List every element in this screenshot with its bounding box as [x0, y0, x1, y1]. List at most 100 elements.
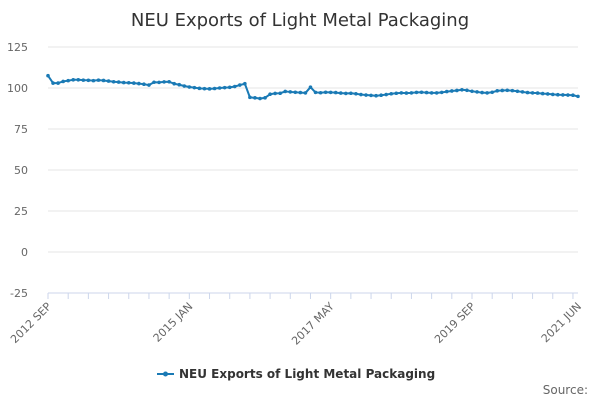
data-point[interactable] — [238, 83, 242, 87]
data-point[interactable] — [525, 90, 530, 95]
data-point[interactable] — [293, 90, 298, 95]
data-point[interactable] — [172, 81, 176, 86]
data-point[interactable] — [167, 79, 171, 84]
data-point[interactable] — [46, 73, 50, 78]
data-point[interactable] — [253, 96, 257, 100]
data-point[interactable] — [222, 85, 227, 90]
data-point[interactable] — [384, 92, 388, 97]
data-point[interactable] — [157, 80, 161, 85]
data-point[interactable] — [419, 90, 424, 95]
data-point[interactable] — [197, 86, 202, 91]
data-point[interactable] — [162, 80, 166, 84]
data-point[interactable] — [369, 93, 373, 98]
data-point[interactable] — [545, 92, 550, 96]
data-point[interactable] — [283, 89, 288, 94]
data-point[interactable] — [344, 91, 348, 96]
data-point[interactable] — [86, 78, 91, 83]
data-point[interactable] — [490, 90, 494, 95]
data-point[interactable] — [192, 85, 197, 90]
data-point[interactable] — [66, 78, 70, 83]
data-point[interactable] — [273, 91, 277, 96]
data-point[interactable] — [475, 90, 479, 94]
data-point[interactable] — [389, 91, 394, 96]
legend[interactable]: NEU Exports of Light Metal Packaging — [157, 367, 435, 381]
data-point[interactable] — [460, 88, 464, 92]
data-point[interactable] — [374, 93, 378, 98]
data-point[interactable] — [338, 91, 343, 95]
data-point[interactable] — [364, 93, 368, 97]
data-point[interactable] — [61, 79, 65, 84]
data-point[interactable] — [51, 81, 55, 85]
data-point[interactable] — [248, 95, 252, 100]
data-point[interactable] — [76, 78, 81, 82]
data-point[interactable] — [308, 85, 313, 89]
data-point[interactable] — [91, 78, 96, 83]
data-point[interactable] — [535, 91, 540, 95]
data-point[interactable] — [550, 92, 555, 97]
data-point[interactable] — [263, 96, 267, 100]
data-point[interactable] — [470, 89, 474, 94]
data-point[interactable] — [540, 91, 545, 96]
data-point[interactable] — [566, 93, 570, 97]
data-point[interactable] — [404, 91, 409, 95]
data-point[interactable] — [333, 90, 338, 95]
data-point[interactable] — [465, 88, 469, 93]
data-point[interactable] — [444, 89, 449, 94]
data-point[interactable] — [500, 88, 505, 93]
data-point[interactable] — [414, 90, 419, 95]
data-point[interactable] — [182, 84, 187, 88]
data-point[interactable] — [227, 85, 232, 90]
data-point[interactable] — [434, 91, 439, 95]
data-point[interactable] — [359, 92, 363, 97]
data-point[interactable] — [354, 91, 358, 96]
data-point[interactable] — [147, 83, 151, 87]
data-point[interactable] — [429, 91, 434, 95]
data-point[interactable] — [71, 78, 76, 82]
data-point[interactable] — [328, 90, 333, 95]
data-point[interactable] — [187, 85, 192, 89]
data-point[interactable] — [515, 89, 520, 94]
data-point[interactable] — [207, 87, 212, 91]
data-point[interactable] — [556, 92, 560, 97]
data-point[interactable] — [409, 91, 414, 95]
data-point[interactable] — [116, 80, 121, 84]
data-point[interactable] — [132, 81, 136, 85]
data-point[interactable] — [424, 90, 429, 95]
data-point[interactable] — [303, 91, 308, 95]
data-point[interactable] — [126, 80, 131, 85]
data-point[interactable] — [313, 90, 318, 95]
data-point[interactable] — [56, 81, 60, 85]
data-point[interactable] — [217, 86, 222, 90]
data-point[interactable] — [243, 81, 247, 86]
data-point[interactable] — [142, 82, 146, 87]
data-point[interactable] — [510, 88, 515, 93]
data-point[interactable] — [571, 93, 575, 98]
data-point[interactable] — [455, 88, 459, 93]
data-point[interactable] — [349, 91, 353, 96]
data-point[interactable] — [177, 82, 182, 87]
data-point[interactable] — [298, 90, 303, 95]
data-point[interactable] — [81, 78, 86, 82]
data-point[interactable] — [485, 91, 489, 95]
data-point[interactable] — [480, 90, 484, 95]
data-point[interactable] — [379, 93, 383, 98]
data-point[interactable] — [278, 91, 282, 96]
data-point[interactable] — [495, 88, 500, 93]
data-point[interactable] — [561, 93, 565, 97]
data-point[interactable] — [323, 90, 328, 95]
data-point[interactable] — [576, 94, 580, 99]
data-point[interactable] — [202, 86, 207, 91]
data-point[interactable] — [394, 91, 399, 96]
data-point[interactable] — [232, 84, 237, 89]
data-point[interactable] — [137, 81, 141, 86]
data-point[interactable] — [318, 90, 323, 95]
data-point[interactable] — [399, 91, 404, 95]
data-point[interactable] — [288, 90, 293, 94]
data-point[interactable] — [111, 79, 116, 84]
data-point[interactable] — [450, 89, 454, 93]
data-point[interactable] — [268, 92, 272, 97]
data-point[interactable] — [96, 78, 101, 82]
data-point[interactable] — [101, 78, 106, 83]
data-point[interactable] — [258, 96, 262, 101]
data-point[interactable] — [530, 91, 535, 95]
